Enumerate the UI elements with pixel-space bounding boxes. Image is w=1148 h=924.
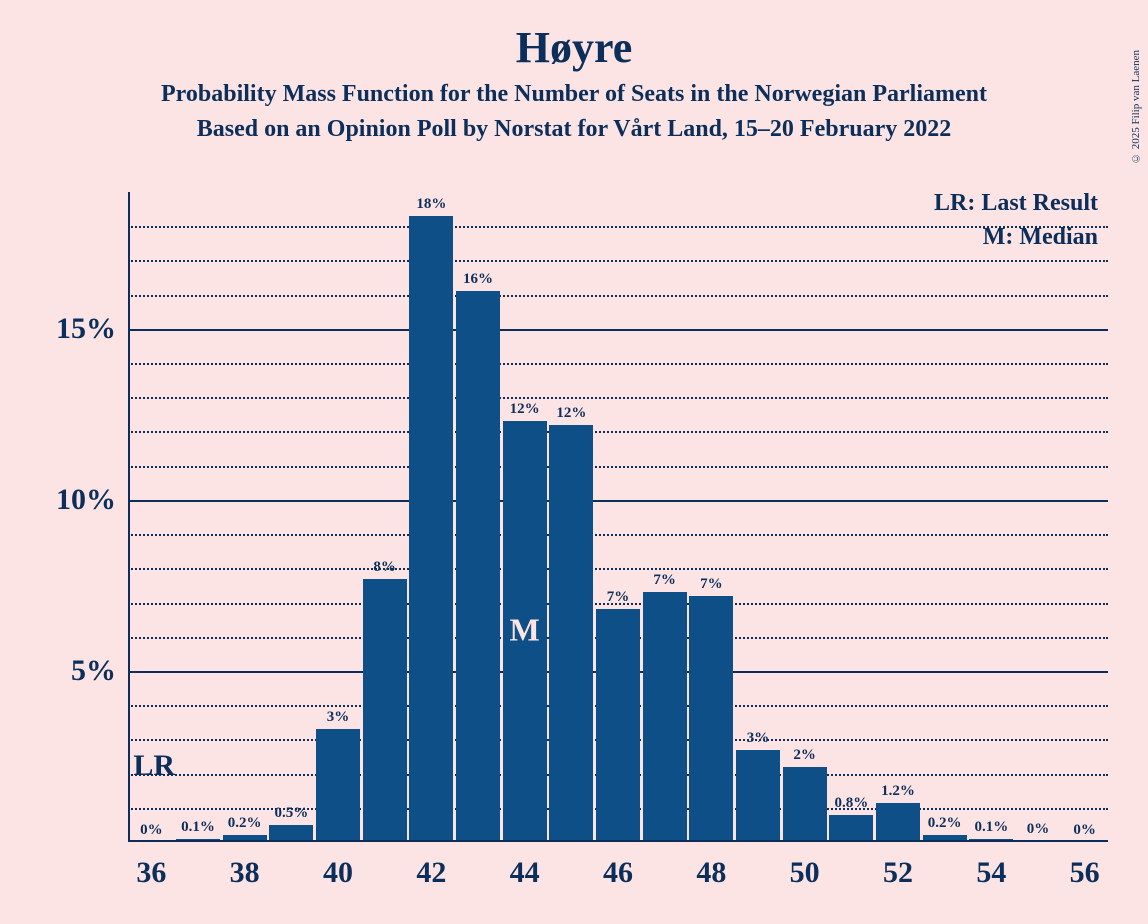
chart-subtitle-2: Based on an Opinion Poll by Norstat for … xyxy=(0,116,1148,143)
bar-value-label: 7% xyxy=(700,576,723,593)
bar-value-label: 12% xyxy=(510,401,540,418)
bar-value-label: 0.2% xyxy=(228,815,262,832)
bar xyxy=(829,815,873,840)
bar-value-label: 0.2% xyxy=(928,815,962,832)
bar-value-label: 0.1% xyxy=(974,819,1008,836)
bar xyxy=(363,579,407,840)
x-tick-label: 56 xyxy=(1070,856,1100,890)
bar-value-label: 0% xyxy=(140,822,163,839)
x-tick-label: 40 xyxy=(323,856,353,890)
bar-value-label: 7% xyxy=(653,572,676,589)
bar-value-label: 0% xyxy=(1073,822,1096,839)
legend-median: M: Median xyxy=(983,224,1098,251)
bar xyxy=(923,835,967,840)
y-tick-label: 15% xyxy=(0,312,116,346)
bar xyxy=(969,839,1013,840)
x-tick-label: 38 xyxy=(230,856,260,890)
x-tick-label: 46 xyxy=(603,856,633,890)
bar xyxy=(549,425,593,840)
gridline-minor xyxy=(128,260,1108,262)
bar-value-label: 3% xyxy=(747,730,770,747)
gridline-major xyxy=(128,500,1108,502)
y-tick-label: 5% xyxy=(0,654,116,688)
bar-value-label: 0.1% xyxy=(181,819,215,836)
bar-value-label: 0.8% xyxy=(834,795,868,812)
gridline-minor xyxy=(128,295,1108,297)
y-tick-label: 10% xyxy=(0,483,116,517)
x-tick-label: 50 xyxy=(790,856,820,890)
gridline-minor xyxy=(128,568,1108,570)
bar-value-label: 18% xyxy=(416,196,446,213)
x-tick-label: 42 xyxy=(416,856,446,890)
bar-value-label: 8% xyxy=(373,559,396,576)
gridline-minor xyxy=(128,534,1108,536)
x-tick-label: 36 xyxy=(136,856,166,890)
gridline-major xyxy=(128,329,1108,331)
bar xyxy=(736,750,780,840)
bar-value-label: 0.5% xyxy=(274,805,308,822)
bar xyxy=(223,835,267,840)
bar-value-label: 3% xyxy=(327,709,350,726)
bar xyxy=(316,729,360,840)
legend-last-result: LR: Last Result xyxy=(934,190,1098,217)
bar xyxy=(409,216,453,840)
bar xyxy=(176,839,220,840)
x-tick-label: 54 xyxy=(976,856,1006,890)
bar xyxy=(783,767,827,840)
gridline-minor xyxy=(128,397,1108,399)
chart-main-title: Høyre xyxy=(0,0,1148,73)
bar-value-label: 7% xyxy=(607,589,630,606)
x-tick-label: 44 xyxy=(510,856,540,890)
bar-value-label: 1.2% xyxy=(881,783,915,800)
gridline-minor xyxy=(128,363,1108,365)
bar xyxy=(456,291,500,840)
gridline-minor xyxy=(128,431,1108,433)
bar xyxy=(269,825,313,840)
chart-subtitle-1: Probability Mass Function for the Number… xyxy=(0,81,1148,108)
copyright-text: © 2025 Filip van Laenen xyxy=(1130,50,1142,164)
x-axis-line xyxy=(128,840,1108,842)
bar xyxy=(643,592,687,840)
annotation-median: M xyxy=(510,611,540,648)
bar-value-label: 12% xyxy=(556,405,586,422)
x-tick-label: 52 xyxy=(883,856,913,890)
bar xyxy=(689,596,733,840)
gridline-minor xyxy=(128,226,1108,228)
bar-value-label: 2% xyxy=(793,747,816,764)
annotation-last-result: LR xyxy=(133,749,175,783)
bar-value-label: 16% xyxy=(463,271,493,288)
x-tick-label: 48 xyxy=(696,856,726,890)
y-axis-line xyxy=(128,192,130,842)
chart-plot-area: LR: Last Result M: Median 5%10%15%363840… xyxy=(128,192,1108,842)
bar-value-label: 0% xyxy=(1027,821,1050,838)
bar xyxy=(876,803,920,840)
bar xyxy=(596,609,640,840)
gridline-minor xyxy=(128,466,1108,468)
